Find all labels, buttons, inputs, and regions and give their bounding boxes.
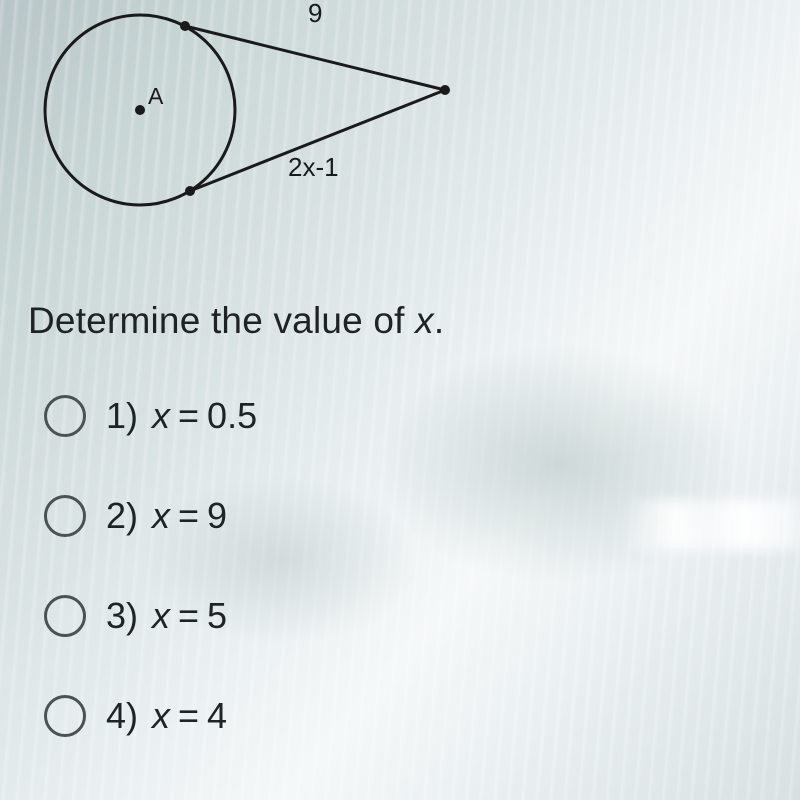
option-1-eq: =	[178, 395, 199, 437]
option-3-num: 3)	[106, 595, 138, 637]
tangent-label-top: 9	[308, 0, 322, 28]
option-4-label: 4) x = 4	[106, 695, 227, 737]
answer-options: 1) x = 0.5 2) x = 9 3)	[44, 395, 257, 737]
option-2-val: 9	[207, 495, 227, 537]
option-4-var: x	[152, 695, 170, 737]
option-3-var: x	[152, 595, 170, 637]
question-variable: x	[415, 300, 434, 341]
option-2-label: 2) x = 9	[106, 495, 227, 537]
option-1-num: 1)	[106, 395, 138, 437]
tangent-diagram: A 9 2x-1	[10, 0, 480, 240]
point-tangent-top	[180, 21, 190, 31]
option-1-var: x	[152, 395, 170, 437]
worksheet-page: A 9 2x-1 Determine the value of x. 1) x …	[0, 0, 800, 800]
tangent-line-top	[185, 26, 445, 90]
radio-2[interactable]	[44, 495, 86, 537]
option-4[interactable]: 4) x = 4	[44, 695, 257, 737]
option-2-eq: =	[178, 495, 199, 537]
radio-3[interactable]	[44, 595, 86, 637]
option-2[interactable]: 2) x = 9	[44, 495, 257, 537]
option-2-var: x	[152, 495, 170, 537]
point-external	[440, 85, 450, 95]
question-suffix: .	[434, 300, 444, 341]
option-3-eq: =	[178, 595, 199, 637]
tangent-label-bottom: 2x-1	[288, 152, 339, 182]
center-label: A	[148, 83, 164, 109]
option-3[interactable]: 3) x = 5	[44, 595, 257, 637]
option-1-val: 0.5	[207, 395, 257, 437]
option-4-val: 4	[207, 695, 227, 737]
question-prefix: Determine the value of	[28, 300, 415, 341]
option-2-num: 2)	[106, 495, 138, 537]
point-tangent-bottom	[185, 186, 195, 196]
option-4-eq: =	[178, 695, 199, 737]
radio-1[interactable]	[44, 395, 86, 437]
question-text: Determine the value of x.	[28, 300, 444, 342]
option-3-label: 3) x = 5	[106, 595, 227, 637]
option-4-num: 4)	[106, 695, 138, 737]
point-center	[135, 105, 145, 115]
option-1[interactable]: 1) x = 0.5	[44, 395, 257, 437]
option-3-val: 5	[207, 595, 227, 637]
option-1-label: 1) x = 0.5	[106, 395, 257, 437]
radio-4[interactable]	[44, 695, 86, 737]
